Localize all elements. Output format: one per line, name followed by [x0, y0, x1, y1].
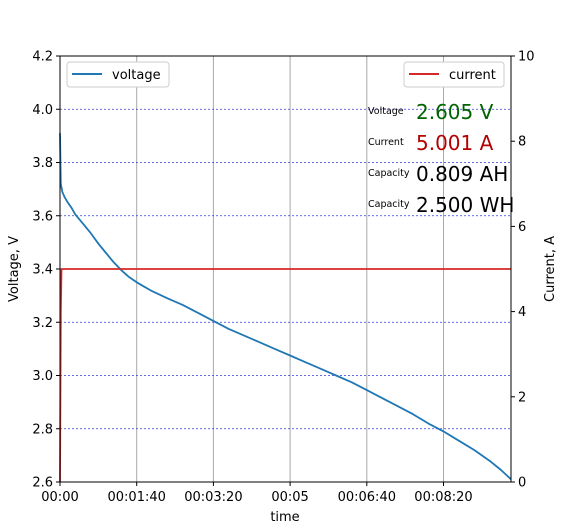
- readout-current-value: 5.001 A: [416, 131, 494, 155]
- y-left-tick-label: 4.2: [32, 50, 53, 65]
- x-tick-label: 00:05: [271, 490, 308, 505]
- series-layer: [59, 133, 512, 483]
- readout-capacity-ah-label: Capacity: [368, 168, 410, 179]
- y-right-tick-label: 4: [518, 305, 526, 320]
- legend-voltage-box: [66, 61, 170, 88]
- y-left-tick-label: 3.4: [32, 263, 53, 278]
- readout-capacity-ah-value: 0.809 AH: [416, 162, 508, 186]
- series-line-current: [59, 268, 511, 483]
- y-right-tick-label: 8: [518, 135, 526, 150]
- y-left-tick-label: 3.6: [32, 209, 53, 224]
- y-right-tick-label: 0: [518, 476, 526, 491]
- x-tick-label: 00:01:40: [108, 490, 166, 505]
- y-left-tick-label: 3.0: [32, 369, 53, 384]
- x-tick-label: 00:06:40: [338, 490, 396, 505]
- y-right-tick-label: 2: [518, 390, 526, 405]
- y-left-tick-label: 2.6: [32, 476, 53, 491]
- x-tick-label: 00:08:20: [414, 490, 472, 505]
- y-left-tick-label: 3.2: [32, 316, 53, 331]
- axis-ticks: 00:00 00:01:40 00:03:20 00:05 00:06:40 00:08:…: [32, 50, 534, 506]
- series-line-voltage: [59, 133, 512, 480]
- y-right-tick-label: 6: [518, 220, 526, 235]
- legend-current-label: current: [449, 68, 496, 83]
- legend-current: current: [403, 61, 505, 88]
- y-right-tick-label: 10: [518, 50, 535, 65]
- y-left-tick-label: 3.8: [32, 156, 53, 171]
- legend-current-box: [403, 61, 505, 88]
- y-left-tick-label: 2.8: [32, 422, 53, 437]
- readout-capacity-wh-label: Capacity: [368, 199, 410, 210]
- legend-voltage: voltage: [66, 61, 170, 88]
- x-tick-label: 00:00: [41, 490, 78, 505]
- readout-capacity-wh-value: 2.500 WH: [416, 193, 514, 217]
- readout-voltage-value: 2.605 V: [416, 100, 494, 124]
- readout-voltage-label: Voltage: [368, 106, 404, 117]
- x-axis-title: time: [270, 510, 299, 525]
- x-tick-label: 00:03:20: [184, 490, 242, 505]
- y-right-axis-title: Current, A: [543, 236, 558, 302]
- y-left-tick-label: 4.0: [32, 103, 53, 118]
- readout-current-label: Current: [368, 137, 404, 148]
- legend-voltage-label: voltage: [112, 68, 161, 83]
- readout-panel: Voltage 2.605 V Current 5.001 A Capacity…: [368, 100, 514, 217]
- y-left-axis-title: Voltage, V: [7, 236, 22, 302]
